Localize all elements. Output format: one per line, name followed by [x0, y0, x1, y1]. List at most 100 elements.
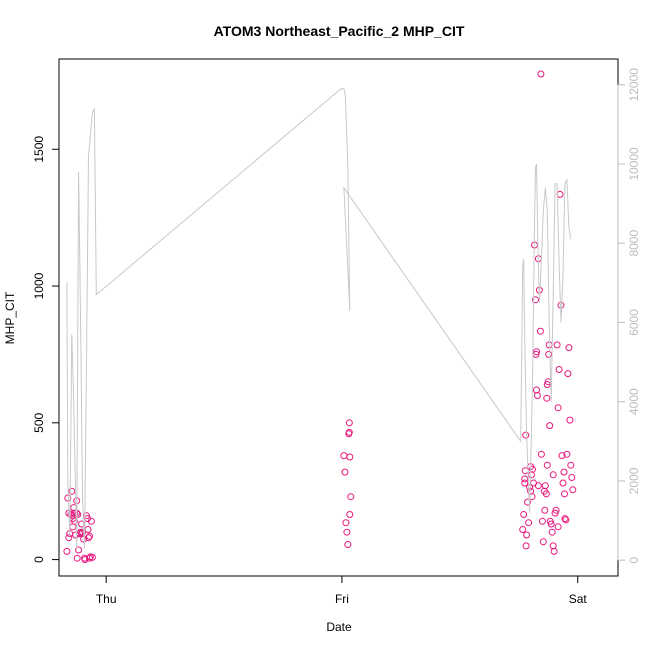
data-point: [549, 471, 557, 479]
x-tick-label: Fri: [335, 592, 349, 606]
data-point: [79, 528, 87, 536]
left-tick-label: 1500: [32, 136, 46, 163]
data-point: [554, 404, 562, 412]
right-tick-label: 10000: [627, 147, 641, 181]
x-axis: Thu Fri Sat: [96, 575, 588, 606]
data-point: [75, 546, 83, 554]
data-point: [546, 422, 554, 430]
data-point: [541, 482, 549, 490]
data-point: [563, 450, 571, 458]
data-point: [537, 450, 545, 458]
y-axis-label: MHP_CIT: [3, 291, 17, 344]
data-point: [545, 341, 553, 349]
data-point: [519, 526, 527, 533]
chart-title: ATOM3 Northeast_Pacific_2 MHP_CIT: [214, 23, 465, 39]
data-point: [524, 498, 532, 506]
data-point: [533, 392, 541, 399]
data-point: [533, 386, 540, 394]
data-point: [521, 475, 529, 483]
right-tick-label: 8000: [627, 230, 641, 257]
data-point: [554, 523, 562, 531]
data-point: [88, 553, 96, 561]
data-point: [344, 541, 352, 548]
data-point: [81, 556, 89, 564]
data-point: [85, 534, 92, 542]
right-tick-label: 6000: [627, 309, 641, 336]
data-point: [561, 515, 569, 523]
data-point: [568, 474, 576, 481]
data-point: [346, 511, 354, 518]
right-tick-label: 2000: [627, 467, 641, 494]
data-point: [552, 506, 560, 514]
data-point: [523, 531, 531, 539]
right-tick-label: 12000: [627, 68, 641, 102]
data-point: [562, 516, 570, 524]
right-tick-label: 0: [627, 556, 641, 563]
data-point: [525, 519, 533, 527]
data-point: [565, 344, 573, 352]
data-point: [542, 490, 550, 498]
data-point: [84, 526, 92, 533]
data-point: [341, 468, 349, 476]
data-point: [537, 70, 545, 78]
right-tick-label: 4000: [627, 388, 641, 415]
data-point: [340, 452, 348, 460]
data-point: [532, 296, 539, 304]
right-axis: 0 2000 4000 6000 8000 10000 12000: [617, 68, 641, 563]
data-point: [347, 493, 355, 501]
data-point: [346, 453, 354, 461]
data-point: [543, 394, 551, 402]
data-point: [533, 348, 540, 356]
data-point: [521, 479, 529, 487]
x-axis-label: Date: [326, 620, 352, 634]
data-point: [73, 554, 81, 562]
series-line: [66, 88, 572, 549]
data-point: [548, 528, 556, 536]
data-point: [522, 542, 530, 550]
series-layer: [63, 70, 577, 564]
data-point: [539, 538, 547, 546]
data-point: [520, 511, 528, 518]
data-point: [559, 479, 567, 487]
data-point: [567, 461, 575, 469]
x-tick-label: Sat: [569, 592, 588, 606]
data-point: [534, 482, 542, 490]
data-point: [345, 428, 353, 436]
data-point: [555, 366, 563, 373]
data-point: [71, 517, 79, 525]
data-point: [543, 461, 551, 469]
data-point: [553, 341, 561, 349]
data-point: [63, 547, 71, 555]
data-point: [561, 490, 568, 498]
data-point: [529, 465, 536, 473]
data-point: [342, 519, 350, 527]
data-point: [549, 542, 557, 550]
data-point: [87, 517, 95, 525]
data-point: [550, 547, 558, 555]
data-point: [538, 517, 546, 525]
data-point: [541, 506, 549, 514]
data-point: [522, 431, 530, 439]
data-point: [86, 532, 93, 540]
data-point: [528, 471, 535, 479]
data-point: [560, 468, 568, 476]
data-point: [343, 528, 351, 536]
data-point: [564, 370, 572, 378]
data-point: [547, 520, 555, 528]
left-tick-label: 0: [32, 556, 46, 563]
data-point: [68, 487, 76, 495]
data-point: [521, 467, 529, 475]
data-point: [536, 327, 544, 335]
left-tick-label: 1000: [32, 272, 46, 299]
left-axis: 0 500 1000 1500: [32, 136, 60, 563]
data-point: [569, 486, 577, 494]
data-point: [86, 554, 93, 562]
left-tick-label: 500: [32, 412, 46, 432]
data-point: [345, 419, 353, 427]
data-point: [558, 452, 566, 460]
data-point: [64, 494, 72, 502]
x-tick-label: Thu: [96, 592, 117, 606]
data-point: [566, 416, 574, 424]
data-point: [545, 350, 553, 358]
